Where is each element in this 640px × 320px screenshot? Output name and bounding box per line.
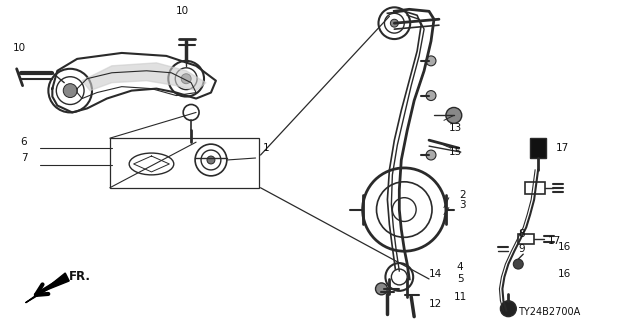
Bar [110,138,259,188]
Circle shape [181,74,191,84]
Circle shape [63,84,77,98]
Text: 2: 2 [459,190,465,200]
Circle shape [376,283,387,295]
Text: 6: 6 [20,137,28,147]
Polygon shape [26,273,69,303]
Circle shape [513,259,524,269]
Circle shape [390,19,398,27]
Text: 7: 7 [20,153,28,163]
Text: 14: 14 [429,269,442,279]
Circle shape [207,156,215,164]
Circle shape [426,150,436,160]
Text: 10: 10 [13,43,26,53]
Bar [518,234,534,244]
Text: 4: 4 [457,262,463,272]
Circle shape [500,301,516,316]
Text: 3: 3 [459,200,465,210]
Text: 9: 9 [518,244,525,254]
Circle shape [446,108,461,123]
Text: 1: 1 [262,143,269,153]
Text: 13: 13 [449,123,462,133]
Text: TY24B2700A: TY24B2700A [518,307,580,317]
Circle shape [426,91,436,100]
Circle shape [426,56,436,66]
Text: 5: 5 [457,274,463,284]
Text: 15: 15 [449,147,462,157]
Text: 10: 10 [176,6,189,16]
Bar [530,138,546,158]
Text: FR.: FR. [69,270,91,284]
Text: 17: 17 [556,143,569,153]
Polygon shape [82,63,206,91]
Bar [525,182,545,194]
Text: 16: 16 [558,269,571,279]
Text: 17: 17 [548,236,561,246]
Text: 16: 16 [558,242,571,252]
Text: 8: 8 [518,229,525,239]
Text: 12: 12 [429,299,442,309]
Text: 11: 11 [454,292,467,302]
